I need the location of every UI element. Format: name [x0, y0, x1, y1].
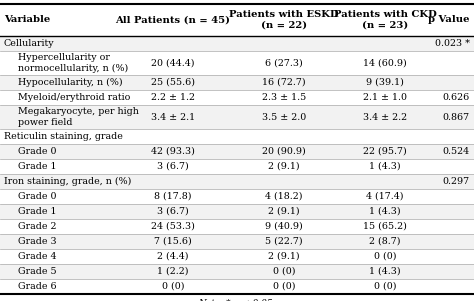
Text: 4 (18.2): 4 (18.2)	[265, 192, 303, 201]
Text: Grade 4: Grade 4	[18, 252, 56, 261]
Text: Grade 0: Grade 0	[18, 147, 56, 156]
Text: 0.297: 0.297	[443, 177, 470, 186]
Text: 9 (40.9): 9 (40.9)	[265, 222, 303, 231]
Text: Patients with CKD
(n = 23): Patients with CKD (n = 23)	[334, 10, 437, 30]
Text: 2.1 ± 1.0: 2.1 ± 1.0	[363, 93, 407, 102]
Text: Reticulin staining, grade: Reticulin staining, grade	[4, 132, 123, 141]
Text: Grade 1: Grade 1	[18, 162, 56, 171]
Text: 1 (4.3): 1 (4.3)	[369, 162, 401, 171]
Bar	[0, 129, 474, 144]
Text: 4 (17.4): 4 (17.4)	[366, 192, 404, 201]
Text: Grade 1: Grade 1	[18, 207, 56, 216]
Text: p Value: p Value	[428, 15, 470, 24]
Text: 1 (2.2): 1 (2.2)	[157, 267, 189, 276]
Text: 2 (4.4): 2 (4.4)	[157, 252, 189, 261]
Text: 15 (65.2): 15 (65.2)	[363, 222, 407, 231]
Text: 2 (9.1): 2 (9.1)	[268, 162, 300, 171]
Text: 20 (90.9): 20 (90.9)	[262, 147, 306, 156]
Bar	[0, 144, 474, 159]
Text: 2 (9.1): 2 (9.1)	[268, 252, 300, 261]
Text: 2.3 ± 1.5: 2.3 ± 1.5	[262, 93, 306, 102]
Text: Hypocellularity, n (%): Hypocellularity, n (%)	[18, 78, 123, 87]
Text: 3 (6.7): 3 (6.7)	[157, 162, 189, 171]
Text: 7 (15.6): 7 (15.6)	[154, 237, 192, 246]
Text: Iron staining, grade, n (%): Iron staining, grade, n (%)	[4, 177, 131, 186]
Bar	[0, 234, 474, 249]
Text: 14 (60.9): 14 (60.9)	[363, 58, 407, 67]
Text: 3.4 ± 2.2: 3.4 ± 2.2	[363, 113, 407, 122]
Bar	[0, 219, 474, 234]
Text: Grade 2: Grade 2	[18, 222, 56, 231]
Text: 3.4 ± 2.1: 3.4 ± 2.1	[151, 113, 195, 122]
Text: 2 (9.1): 2 (9.1)	[268, 207, 300, 216]
Text: 42 (93.3): 42 (93.3)	[151, 147, 195, 156]
Text: 2.2 ± 1.2: 2.2 ± 1.2	[151, 93, 195, 102]
Text: 1 (4.3): 1 (4.3)	[369, 267, 401, 276]
Bar	[0, 204, 474, 219]
Text: 0 (0): 0 (0)	[273, 267, 295, 276]
Text: 8 (17.8): 8 (17.8)	[154, 192, 192, 201]
Bar	[0, 279, 474, 294]
Text: 0.867: 0.867	[443, 113, 470, 122]
Text: 20 (44.4): 20 (44.4)	[151, 58, 195, 67]
Bar	[0, 264, 474, 279]
Bar	[0, 174, 474, 189]
Bar	[0, 159, 474, 174]
Bar	[0, 189, 474, 204]
Text: 5 (22.7): 5 (22.7)	[265, 237, 303, 246]
Text: Variable: Variable	[4, 15, 50, 24]
Text: Megakaryocyte, per high
power field: Megakaryocyte, per high power field	[18, 107, 139, 127]
Text: 22 (95.7): 22 (95.7)	[363, 147, 407, 156]
Text: 0 (0): 0 (0)	[374, 252, 396, 261]
Text: Grade 6: Grade 6	[18, 282, 56, 291]
Text: 16 (72.7): 16 (72.7)	[262, 78, 306, 87]
Bar	[0, 249, 474, 264]
Text: Grade 3: Grade 3	[18, 237, 56, 246]
Text: Hypercellularity or
normocellularity, n (%): Hypercellularity or normocellularity, n …	[18, 53, 128, 73]
Bar	[0, 36, 474, 51]
Text: 6 (27.3): 6 (27.3)	[265, 58, 303, 67]
Text: Note: * p < 0.05.: Note: * p < 0.05.	[198, 299, 276, 301]
Text: Grade 5: Grade 5	[18, 267, 56, 276]
Text: 0.626: 0.626	[443, 93, 470, 102]
Bar	[0, 51, 474, 75]
Bar	[0, 75, 474, 90]
Text: 3.5 ± 2.0: 3.5 ± 2.0	[262, 113, 306, 122]
Text: Myeloid/erythroid ratio: Myeloid/erythroid ratio	[18, 93, 130, 102]
Text: 24 (53.3): 24 (53.3)	[151, 222, 195, 231]
Bar	[0, 4, 474, 36]
Text: 3 (6.7): 3 (6.7)	[157, 207, 189, 216]
Bar	[0, 90, 474, 105]
Text: 0 (0): 0 (0)	[273, 282, 295, 291]
Text: 9 (39.1): 9 (39.1)	[366, 78, 404, 87]
Text: 0.023 *: 0.023 *	[435, 39, 470, 48]
Text: Grade 0: Grade 0	[18, 192, 56, 201]
Text: Patients with ESKD
(n = 22): Patients with ESKD (n = 22)	[229, 10, 339, 30]
Text: All Patients (n = 45): All Patients (n = 45)	[116, 15, 230, 24]
Text: 2 (8.7): 2 (8.7)	[369, 237, 401, 246]
Text: 0.524: 0.524	[443, 147, 470, 156]
Text: 0 (0): 0 (0)	[374, 282, 396, 291]
Bar	[0, 105, 474, 129]
Text: 1 (4.3): 1 (4.3)	[369, 207, 401, 216]
Text: 25 (55.6): 25 (55.6)	[151, 78, 195, 87]
Text: Cellularity: Cellularity	[4, 39, 55, 48]
Text: 0 (0): 0 (0)	[162, 282, 184, 291]
